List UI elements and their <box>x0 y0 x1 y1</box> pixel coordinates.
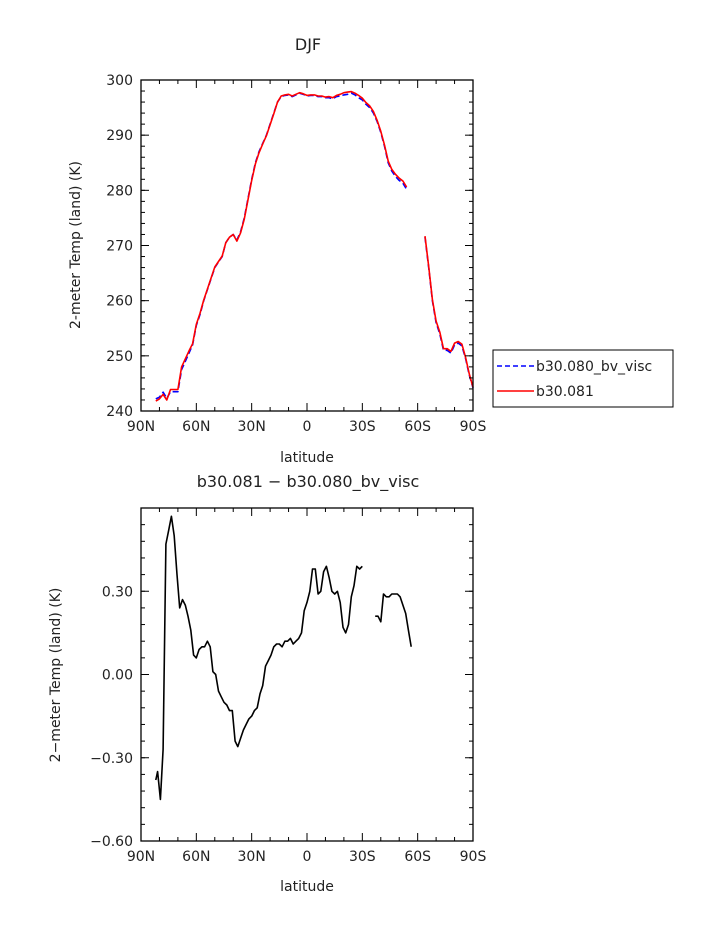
bottom-x-tick-label: 0 <box>303 849 312 865</box>
top-y-axis-label: 2-meter Temp (land) (K) <box>68 161 84 329</box>
top-y-tick-label: 250 <box>106 349 133 365</box>
top-x-tick-label: 0 <box>303 419 312 435</box>
bottom-ticks-group: 90N 60N 30N 0 30S 60S 90S −0.60 −0.30 0.00 0.30 <box>90 507 487 865</box>
bottom-x-axis-label: latitude <box>280 879 334 895</box>
top-y-tick-label: 270 <box>106 239 133 255</box>
top-x-tick-label: 60S <box>404 419 431 435</box>
bottom-x-tick-label: 30N <box>238 849 266 865</box>
bottom-series-group <box>155 515 412 801</box>
top-x-axis-label: latitude <box>280 450 334 466</box>
top-x-tick-label: 90N <box>127 419 155 435</box>
bottom-x-tick-label: 90S <box>460 849 487 865</box>
top-ticks-group: 90N 60N 30N 0 30S 60S 90S 240 250 260 270 280 290 300 <box>106 73 486 435</box>
top-series-group <box>155 90 474 402</box>
bottom-y-tick-label: −0.60 <box>90 834 133 850</box>
bottom-series-0-line-segment-1 <box>375 593 412 647</box>
bottom-x-tick-label: 60S <box>404 849 431 865</box>
bottom-x-tick-label: 60N <box>182 849 210 865</box>
top-chart-title: DJF <box>295 35 321 54</box>
top-series-1-line-segment-1 <box>424 236 474 388</box>
top-y-tick-label: 240 <box>106 404 133 420</box>
legend-label-b30-081: b30.081 <box>536 384 594 400</box>
top-plot-frame <box>140 79 474 412</box>
bottom-y-tick-label: −0.30 <box>90 751 133 767</box>
top-x-tick-label: 30S <box>349 419 376 435</box>
top-y-tick-label: 260 <box>106 294 133 310</box>
bottom-plot-frame <box>140 507 474 842</box>
top-series-0-line-segment-0 <box>155 92 408 400</box>
top-series-1-line-segment-0 <box>155 90 408 402</box>
top-x-tick-label: 60N <box>182 419 210 435</box>
bottom-series-0-line-segment-0 <box>155 515 363 801</box>
bottom-y-tick-label: 0.30 <box>102 584 133 600</box>
bottom-x-tick-label: 90N <box>127 849 155 865</box>
top-x-tick-label: 90S <box>460 419 487 435</box>
top-y-tick-label: 280 <box>106 183 133 199</box>
top-y-tick-label: 290 <box>106 128 133 144</box>
top-x-tick-label: 30N <box>238 419 266 435</box>
top-chart: DJF 90N 60N 30N 0 30S 60S 90S 240 250 260 270 280 29… <box>68 35 674 466</box>
legend-label-bv-visc: b30.080_bv_visc <box>536 359 652 375</box>
top-y-tick-label: 300 <box>106 73 133 89</box>
top-series-0-line-segment-1 <box>424 237 474 389</box>
bottom-x-tick-label: 30S <box>349 849 376 865</box>
bottom-y-tick-label: 0.00 <box>102 668 133 684</box>
legend: b30.080_bv_visc b30.081 <box>492 349 674 408</box>
bottom-chart-title: b30.081 − b30.080_bv_visc <box>197 472 420 492</box>
bottom-y-axis-label: 2−meter Temp (land) (K) <box>48 588 64 763</box>
legend-box <box>492 349 674 408</box>
bottom-chart: b30.081 − b30.080_bv_visc 90N 60N 30N 0 30S 6… <box>48 472 486 895</box>
